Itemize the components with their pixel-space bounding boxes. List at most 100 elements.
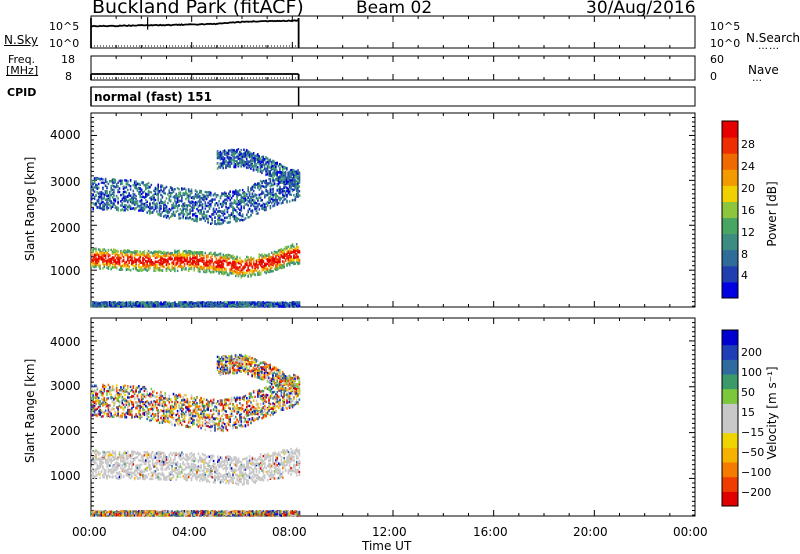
power-cell [106,185,108,189]
power-cell [181,204,183,208]
power-cell [139,302,141,305]
power-cell [237,155,240,159]
power-cell [106,206,108,209]
power-cell [239,265,241,269]
power-cell [99,302,101,305]
power-cell [136,189,139,192]
power-cell [186,262,189,266]
power-cell [121,260,124,263]
power-cell [261,160,263,164]
power-cell [250,275,252,278]
power-cell [164,260,166,263]
power-cell [145,195,147,198]
power-cell [294,187,297,190]
power-cell [239,189,241,192]
power-cell [211,221,213,224]
power-cell [172,305,175,308]
power-cell [254,162,256,165]
power-cell [288,188,291,191]
power-cell [107,202,110,205]
power-cell [92,189,94,192]
power-cell [113,178,115,182]
power-cell [200,218,202,221]
power-cell [277,249,280,252]
power-cell [270,165,273,169]
power-cell [246,202,248,206]
power-cell [102,197,104,200]
power-cell [218,271,220,274]
power-cell [183,187,186,190]
power-cell [281,178,284,182]
power-cell [129,179,132,182]
power-cell [288,180,291,184]
power-cell [95,254,97,257]
power-cell [250,269,252,273]
power-cell [182,187,184,191]
power-cell [104,184,107,188]
power-cell [145,202,147,205]
power-cell [241,215,244,218]
power-cell [154,301,157,304]
power-cell [211,270,213,273]
power-cell [265,266,267,270]
power-cell [139,190,141,193]
power-cell [93,253,96,257]
power-cell [235,270,237,274]
power-cell [211,200,213,204]
power-cell [142,262,144,265]
power-cell [235,189,237,192]
power-cell [110,189,112,192]
power-cell [268,170,270,174]
power-cell [175,263,177,266]
power-cell [293,262,295,265]
power-cell [208,193,211,197]
power-cell [133,186,136,189]
power-cell [288,253,291,257]
power-cell [279,250,281,254]
power-cell [194,217,197,221]
power-cell [258,158,260,161]
power-cell [149,260,151,263]
power-cell [187,194,190,197]
power-cell [136,205,139,208]
power-cell [230,153,233,157]
power-cell [222,204,225,207]
power-cell [205,217,208,220]
power-cell [122,249,125,253]
power-cell [229,204,231,208]
power-cell [217,254,219,257]
power-cell [111,201,114,205]
power-cell [277,253,280,256]
power-cell [95,203,97,206]
power-cell [226,195,229,198]
power-cell [127,263,129,266]
power-cell [122,185,125,188]
power-cell [295,189,298,193]
power-cell [246,194,248,197]
power-cell [225,202,227,205]
power-cell [187,268,190,271]
power-cell [282,195,284,199]
power-cell [150,264,153,267]
power-cell [182,216,184,220]
power-cell [146,251,148,255]
power-cell [151,301,154,304]
power-cell [237,273,240,277]
power-cell [254,202,256,205]
power-cell [257,166,259,169]
power-cell [193,219,195,222]
power-cell [178,250,180,253]
power-cell [247,265,249,268]
power-cell [233,270,236,274]
power-cell [129,252,132,255]
power-cell [183,202,186,205]
power-cell [215,265,218,268]
power-cell [262,179,265,183]
power-cell [199,301,201,304]
power-cell [178,213,180,216]
power-cell [239,270,241,273]
power-cell [127,302,129,305]
power-cell [240,261,243,264]
power-cell [199,259,201,262]
power-cell [139,183,141,186]
